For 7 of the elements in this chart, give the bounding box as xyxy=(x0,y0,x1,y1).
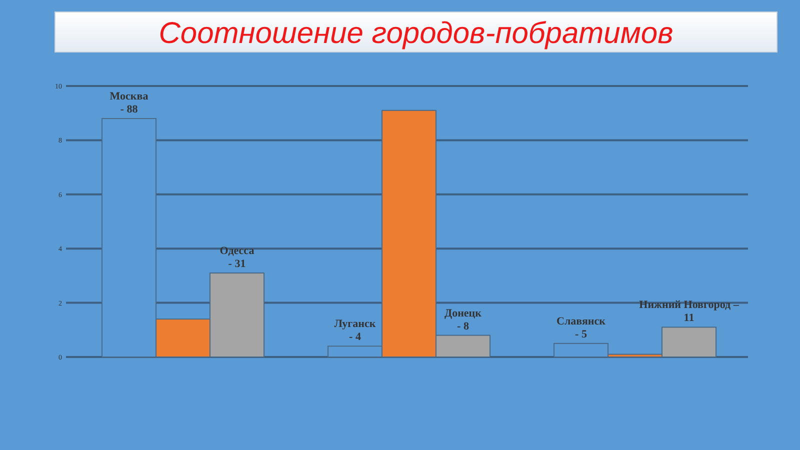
chart-title: Соотношение городов-побратимов xyxy=(158,17,674,50)
annotation: Нижний Новгород – 11 xyxy=(639,299,740,324)
annotation: Москва - 88 xyxy=(110,90,149,116)
annotation: Луганск - 4 xyxy=(334,318,376,344)
annotation: Одесса - 31 xyxy=(220,244,255,270)
annotation: Славянск - 5 xyxy=(556,315,606,340)
annotation: Донецк - 8 xyxy=(444,307,482,332)
